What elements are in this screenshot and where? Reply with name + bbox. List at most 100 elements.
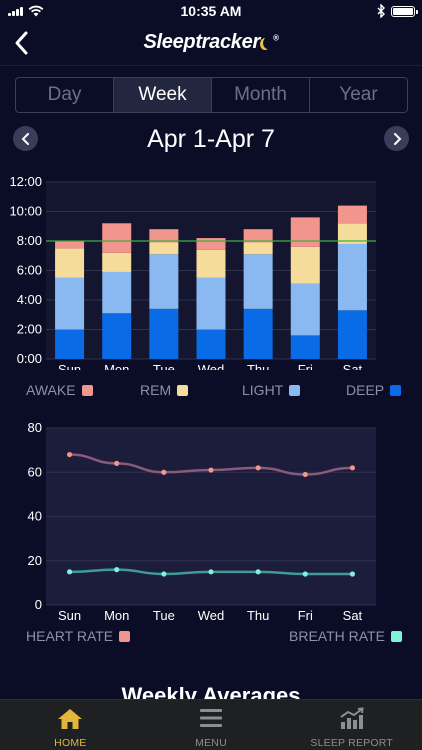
tab-menu-label: MENU: [195, 737, 227, 749]
sleep-bar-light: [102, 271, 132, 314]
sleep-bar-awake: [196, 238, 226, 250]
rate-y-tick-label: 20: [28, 553, 42, 568]
period-tabs: Day Week Month Year: [15, 77, 408, 113]
sleep-bar-rem: [149, 242, 179, 255]
sleep-bar-deep: [102, 313, 132, 359]
sleep-bar-rem: [196, 249, 226, 278]
rate-legend: HEART RATE BREATH RATE: [0, 628, 422, 648]
heart-rate-point: [66, 451, 73, 458]
sleep-y-tick-label: 8:00: [17, 233, 42, 248]
heart-rate-point: [161, 469, 167, 475]
rate-chart: 0 20 40 60 80 Sun Mon Tue Wed Thu Fri Sat: [0, 418, 422, 624]
legend-heart-rate-swatch: [119, 630, 131, 642]
sleep-x-tick-label: Tue: [153, 362, 175, 370]
sleep-bar-light: [243, 254, 273, 309]
legend-awake: AWAKE: [26, 382, 93, 398]
app-logo: Sleeptracker ®: [143, 31, 279, 53]
rate-x-tick-label: Mon: [104, 608, 129, 623]
sleep-bar-rem: [102, 252, 132, 272]
sleep-report-icon: [340, 707, 364, 729]
legend-deep-swatch: [390, 384, 402, 396]
rate-y-tick-label: 60: [28, 464, 42, 479]
breath-rate-point: [349, 571, 356, 577]
heart-rate-point: [114, 460, 120, 466]
tab-month[interactable]: Month: [211, 78, 309, 112]
breath-rate-point: [255, 569, 261, 575]
rate-x-tick-label: Sun: [58, 608, 81, 623]
sleep-stages-chart: 0:00 2:00 4:00 6:00 8:00 10:00 12:00 Sun Mon Tue W…: [0, 168, 422, 370]
sleep-bar-awake: [290, 217, 320, 247]
sleep-x-tick-label: Wed: [198, 362, 225, 370]
sleep-x-tick-label: Mon: [104, 362, 129, 370]
sleep-y-tick-label: 4:00: [17, 292, 42, 307]
sleep-bar-deep: [196, 329, 226, 359]
sleep-bar-light: [196, 277, 226, 330]
rate-x-tick-label: Thu: [247, 608, 269, 623]
sleep-legend: AWAKE REM LIGHT DEEP: [0, 382, 422, 402]
status-time: 10:35 AM: [180, 3, 242, 19]
rate-y-tick-label: 80: [28, 420, 42, 435]
sleep-bar-deep: [290, 335, 320, 359]
rate-x-tick-label: Tue: [153, 608, 175, 623]
rate-y-tick-label: 40: [28, 509, 42, 524]
breath-rate-point: [114, 567, 120, 573]
sleep-bar-rem: [243, 242, 273, 255]
legend-rem-swatch: [177, 384, 189, 396]
wifi-icon: [28, 5, 44, 17]
back-button[interactable]: [10, 29, 34, 57]
legend-light: LIGHT: [242, 382, 301, 398]
breath-rate-point: [302, 571, 308, 577]
breath-rate-point: [208, 569, 214, 575]
breath-rate-point: [66, 569, 73, 575]
sleep-x-tick-label: Fri: [298, 362, 313, 370]
status-bar: 10:35 AM: [0, 0, 422, 22]
tab-home-label: HOME: [54, 737, 87, 749]
tab-sleep-report-label: SLEEP REPORT: [310, 737, 393, 749]
chevron-left-icon: [21, 132, 29, 145]
sleep-y-tick-label: 12:00: [9, 174, 42, 189]
legend-breath-rate-swatch: [390, 630, 402, 642]
tab-home[interactable]: HOME: [0, 700, 141, 750]
sleep-bar-awake: [337, 205, 367, 224]
sleep-stages-svg: 0:00 2:00 4:00 6:00 8:00 10:00 12:00 Sun Mon Tue W…: [9, 174, 376, 370]
sleep-bar-deep: [243, 308, 273, 359]
sleep-bar-awake: [55, 241, 85, 249]
heart-rate-point: [349, 465, 356, 471]
tab-year[interactable]: Year: [309, 78, 407, 112]
tab-week[interactable]: Week: [113, 78, 211, 112]
heart-rate-point: [208, 467, 214, 473]
legend-light-swatch: [289, 384, 301, 396]
sleep-bar-rem: [337, 223, 367, 244]
sleep-bar-rem: [290, 246, 320, 284]
bottom-tab-bar: HOME MENU SLEEP REPORT: [0, 699, 422, 750]
sleep-bar-rem: [55, 248, 85, 278]
sleep-bar-deep: [55, 329, 85, 359]
sleep-bar-light: [290, 283, 320, 336]
rate-x-tick-label: Wed: [198, 608, 225, 623]
previous-week-button[interactable]: [13, 126, 38, 151]
tab-sleep-report[interactable]: SLEEP REPORT: [281, 700, 422, 750]
sleep-x-tick-label: Thu: [247, 362, 269, 370]
breath-rate-point: [161, 571, 167, 577]
chevron-right-icon: [393, 132, 401, 145]
heart-rate-point: [255, 465, 261, 471]
rate-x-tick-label: Sat: [343, 608, 363, 623]
sleep-y-tick-label: 2:00: [17, 322, 42, 337]
heart-rate-point: [302, 471, 308, 478]
legend-breath-rate: BREATH RATE: [289, 628, 402, 644]
date-range-title: Apr 1-Apr 7: [147, 125, 275, 153]
next-week-button[interactable]: [384, 126, 409, 151]
sleep-y-tick-label: 6:00: [17, 263, 42, 278]
tab-menu[interactable]: MENU: [141, 700, 282, 750]
sleep-y-tick-label: 10:00: [9, 204, 42, 219]
sleep-bar-light: [149, 254, 179, 309]
sleep-x-tick-label: Sat: [343, 362, 363, 370]
moon-icon: [263, 37, 273, 49]
nav-divider: [0, 65, 422, 66]
date-range-row: Apr 1-Apr 7: [0, 124, 422, 154]
legend-heart-rate: HEART RATE: [26, 628, 131, 644]
rate-y-tick-label: 0: [35, 597, 42, 612]
sleep-bar-awake: [149, 229, 179, 243]
bluetooth-icon: [377, 4, 385, 18]
tab-day[interactable]: Day: [47, 84, 82, 105]
